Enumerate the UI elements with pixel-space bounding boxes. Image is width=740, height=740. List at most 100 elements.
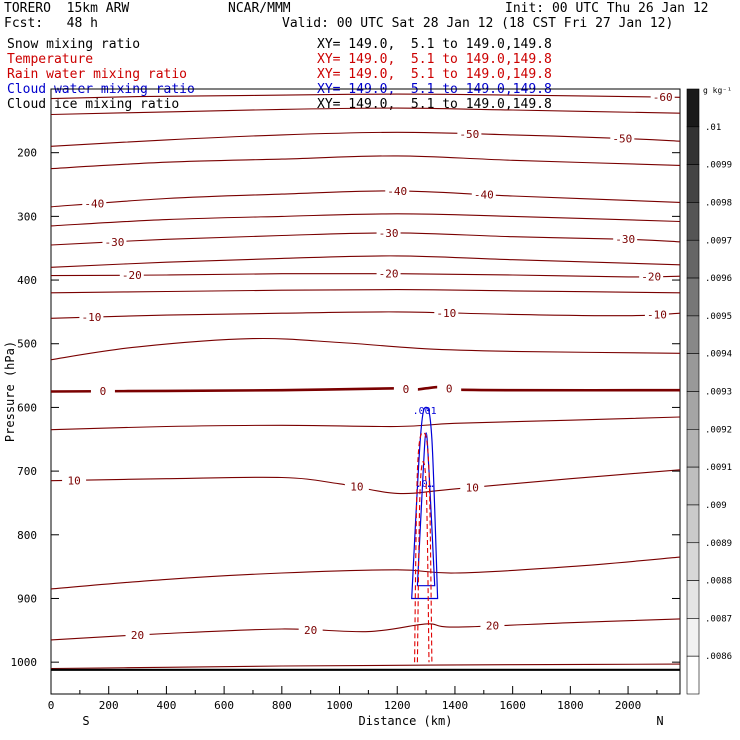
- colorbar-segment: [686, 88, 700, 128]
- temperature-contour-label: -30: [379, 227, 399, 240]
- colorbar-segment: [686, 164, 700, 203]
- colorbar-segment: [686, 466, 700, 506]
- contour-label-bg: [393, 382, 418, 395]
- temperature-contour-label: 20: [131, 629, 144, 642]
- temperature-contour-label: -10: [436, 307, 456, 320]
- temperature-contour-label: 0: [403, 383, 410, 396]
- temperature-contour: [50, 385, 681, 393]
- colorbar-level-label: .0089: [705, 539, 732, 549]
- y-axis-label: Pressure (hPa): [3, 341, 17, 442]
- colorbar-segment: [686, 391, 700, 430]
- contour-label-bg: [79, 311, 104, 324]
- contour-label-bg: [457, 127, 482, 140]
- temperature-contour-label: 0: [446, 383, 453, 396]
- temperature-contour: [50, 93, 681, 100]
- temperature-contour: [50, 337, 681, 361]
- colorbar-level-label: .009: [705, 501, 727, 511]
- field-name-cloud-ice: Cloud ice mixing ratio: [7, 97, 180, 112]
- temperature-contour-label: 10: [67, 474, 80, 487]
- y-tick-label: 300: [17, 210, 37, 223]
- rain-water-contours: [414, 432, 433, 663]
- y-tick-label: 700: [17, 465, 37, 478]
- temperature-contour-label: -30: [615, 233, 635, 246]
- y-tick-label: 500: [17, 338, 37, 351]
- field-xy-snow: XY= 149.0, 5.1 to 149.0,149.8: [317, 37, 552, 52]
- field-xy-temperature: XY= 149.0, 5.1 to 149.0,149.8: [317, 52, 552, 67]
- temperature-contour-label: -20: [122, 269, 142, 282]
- init-time: Init: 00 UTC Thu 26 Jan 12: [505, 1, 709, 16]
- x-tick-label: 1800: [557, 699, 584, 712]
- colorbar-segment: [686, 277, 700, 317]
- temperature-contour-label: 20: [486, 620, 499, 633]
- contour-label-bg: [480, 619, 505, 632]
- contour-label-bg: [471, 188, 496, 201]
- x-tick-label: 0: [48, 699, 55, 712]
- y-tick-label: 200: [17, 147, 37, 160]
- colorbar-level-label: .0099: [705, 161, 732, 171]
- temperature-contour: [50, 255, 681, 268]
- x-axis-label: Distance (km): [359, 714, 453, 728]
- contour-label-bg: [376, 227, 401, 240]
- temperature-contour: [50, 273, 681, 278]
- contour-label-bg: [125, 629, 150, 642]
- contour-label-bg: [460, 481, 485, 494]
- temperature-contour-label: -40: [474, 189, 494, 202]
- temperature-contour: [50, 311, 681, 319]
- colorbar-segment: [686, 504, 700, 544]
- temperature-contour-label: 0: [100, 385, 107, 398]
- temperature-contour-label: -40: [387, 185, 407, 198]
- colorbar-segment: [686, 580, 700, 619]
- temperature-contour-label: -10: [647, 308, 667, 321]
- axes: 0 200 400 600 800 1000 1200 1400 1600 1800 2000200…: [3, 147, 680, 728]
- temperature-contour: [50, 618, 681, 641]
- contour-label-bg: [376, 267, 401, 280]
- contour-label-bg: [298, 623, 323, 636]
- x-tick-label: 1000: [326, 699, 353, 712]
- y-tick-label: 800: [17, 529, 37, 542]
- contour-label-bg: [344, 480, 369, 493]
- temperature-contour: [50, 131, 681, 147]
- temperature-contour: [50, 107, 681, 116]
- temperature-contour-label: -40: [84, 198, 104, 211]
- contour-label-bg: [644, 308, 669, 321]
- temperature-contour: [50, 289, 681, 294]
- y-tick-label: 400: [17, 274, 37, 287]
- model-name: TORERO 15km ARW: [4, 1, 130, 16]
- contour-label-bg: [437, 382, 462, 395]
- temperature-contour: [50, 155, 681, 170]
- rain-water-contour: [414, 432, 433, 663]
- colorbar-level-label: .0087: [705, 614, 732, 624]
- contour-label-bg: [82, 197, 107, 210]
- colorbar-segment: [686, 655, 700, 695]
- contour-label-bg: [90, 385, 115, 398]
- temperature-contour: [50, 556, 681, 590]
- colorbar: .01 .0099 .0098 .0097 .0096 .0095 .0094 .0093 .0…: [686, 86, 732, 695]
- colorbar-segment: [686, 315, 700, 354]
- cloud-water-contour: [416, 432, 436, 587]
- rain-water-contour: [416, 460, 430, 663]
- colorbar-level-label: .0091: [705, 463, 732, 473]
- colorbar-level-label: .0097: [705, 236, 732, 246]
- temperature-contour-label: -10: [81, 311, 101, 324]
- cloud-water-contour-label: .0…: [416, 479, 434, 490]
- field-name-rain: Rain water mixing ratio: [7, 67, 188, 82]
- valid-time: Valid: 00 UTC Sat 28 Jan 12 (18 CST Fri …: [282, 16, 674, 31]
- colorbar-segment: [686, 202, 700, 241]
- colorbar-segment: [686, 126, 700, 165]
- temperature-contour-label: 10: [350, 481, 363, 494]
- temperature-contour: [50, 416, 681, 431]
- contour-label-bg: [639, 270, 664, 283]
- colorbar-segment: [686, 618, 700, 657]
- field-name-snow: Snow mixing ratio: [7, 37, 141, 52]
- colorbar-level-label: .0092: [705, 425, 732, 435]
- temperature-contour-label: -20: [379, 268, 399, 281]
- x-tick-label: 2000: [615, 699, 642, 712]
- field-name-temperature: Temperature: [7, 52, 94, 67]
- x-tick-label: 800: [272, 699, 292, 712]
- contour-label-bg: [62, 474, 87, 487]
- y-tick-label: 600: [17, 401, 37, 414]
- temperature-contour: [50, 663, 681, 670]
- x-tick-label: 1600: [499, 699, 526, 712]
- temperature-contour-label: -50: [459, 128, 479, 141]
